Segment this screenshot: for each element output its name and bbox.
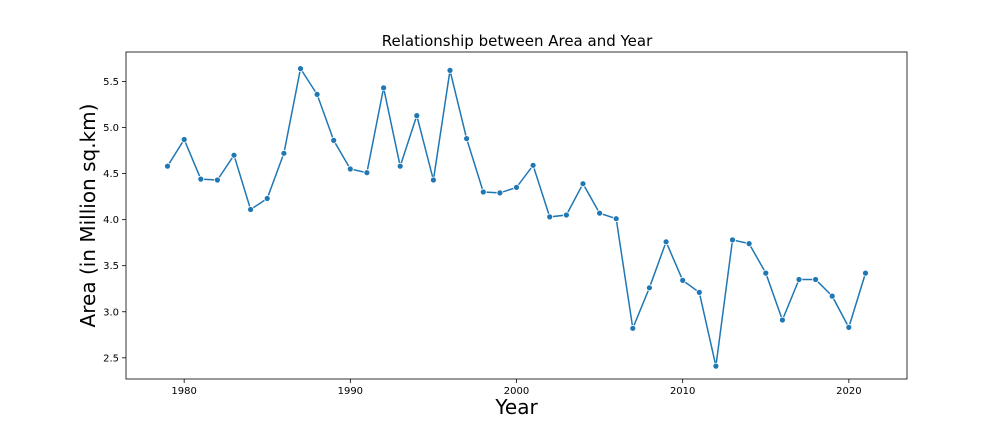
data-point (413, 112, 421, 119)
data-point (247, 206, 255, 213)
data-point (164, 162, 171, 170)
data-point (479, 188, 487, 196)
x-axis: 1980 1990 2000 2010 2020 (171, 379, 862, 397)
data-point (429, 176, 437, 184)
x-tick-label: 2020 (836, 386, 861, 397)
data-point (496, 189, 504, 197)
x-tick-label: 1980 (171, 386, 196, 397)
data-point (346, 165, 354, 173)
data-point (297, 65, 304, 72)
data-point (695, 288, 703, 296)
y-tick-label: 5.5 (103, 77, 119, 88)
data-point (197, 175, 205, 183)
series-line (166, 66, 867, 367)
data-point (180, 136, 188, 143)
data-point (446, 67, 454, 74)
series-area (164, 65, 869, 370)
data-point (313, 91, 321, 98)
data-point (579, 180, 587, 188)
data-point (862, 269, 869, 277)
data-point (563, 211, 570, 219)
y-tick-label: 4.0 (103, 215, 119, 226)
data-point (363, 169, 371, 177)
data-point (762, 269, 770, 277)
data-point (463, 135, 471, 143)
data-point (812, 276, 819, 283)
data-point (828, 292, 836, 300)
data-point (646, 284, 653, 292)
x-tick-label: 2000 (504, 386, 529, 397)
x-tick-label: 2010 (670, 386, 695, 397)
y-tick-label: 5.0 (103, 123, 119, 134)
data-point (263, 195, 271, 202)
x-tick-label: 1990 (338, 386, 363, 397)
y-axis: 2.5 3.0 3.5 4.0 4.5 5.0 5.5 (103, 77, 126, 364)
data-point (213, 176, 221, 184)
series-markers (164, 65, 869, 370)
x-axis-label: Year (494, 395, 538, 419)
y-tick-label: 3.0 (103, 307, 119, 318)
data-point (629, 324, 637, 332)
data-point (845, 323, 853, 331)
plot-frame (125, 51, 908, 380)
data-point (529, 161, 537, 169)
data-point (712, 362, 720, 370)
data-point (729, 236, 736, 244)
data-point (662, 238, 670, 246)
data-point (795, 276, 803, 283)
data-point (330, 136, 338, 144)
data-point (612, 215, 620, 223)
data-point (679, 276, 687, 284)
data-point (396, 162, 404, 170)
y-tick-label: 2.5 (103, 353, 119, 364)
data-point (745, 240, 753, 248)
chart-title: Relationship between Area and Year (382, 32, 653, 50)
data-point (380, 84, 388, 92)
data-point (546, 213, 554, 221)
data-point (280, 149, 288, 157)
plot-area (125, 51, 908, 380)
data-point (230, 151, 238, 159)
y-tick-label: 4.5 (103, 169, 119, 180)
y-tick-label: 3.5 (103, 261, 119, 272)
data-point (596, 209, 603, 217)
data-point (779, 316, 786, 324)
y-axis-label: Area (in Million sq.km) (76, 104, 100, 328)
data-point (513, 183, 520, 191)
